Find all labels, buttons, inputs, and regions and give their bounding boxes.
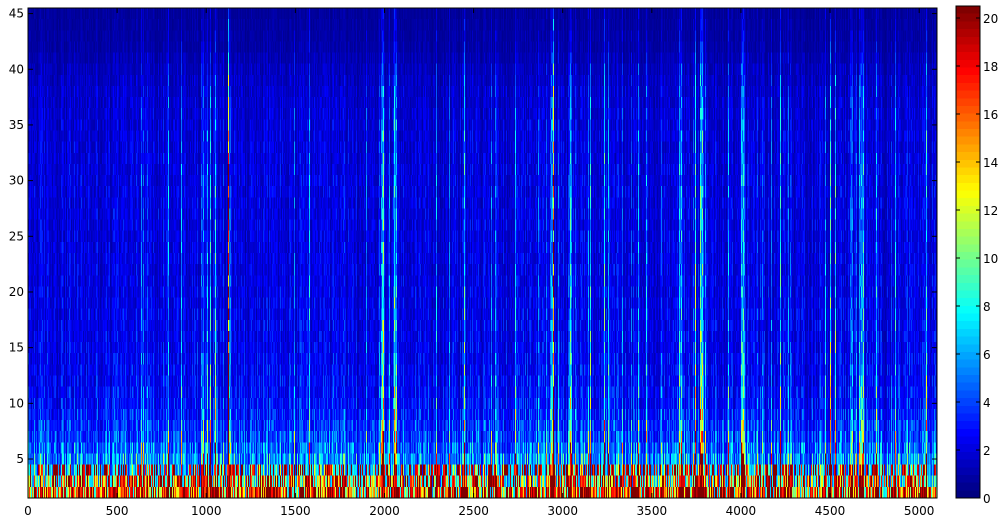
- x-tick-label: 2000: [369, 504, 400, 518]
- y-tick-label: 40: [9, 62, 24, 76]
- y-tick-label: 10: [9, 396, 24, 410]
- colorbar-tick-label: 12: [983, 204, 998, 218]
- colorbar-tick-label: 2: [983, 444, 991, 458]
- y-tick-label: 30: [9, 174, 24, 188]
- x-tick-label: 3500: [637, 504, 668, 518]
- colorbar-tick-label: 0: [983, 492, 991, 506]
- colorbar: 0 2 4 6 8 10 12 14 16 18 20: [955, 5, 998, 506]
- y-tick-label: 35: [9, 118, 24, 132]
- spectrogram-plot: [27, 7, 938, 499]
- x-tick-label: 1000: [191, 504, 222, 518]
- colorbar-tick-label: 6: [983, 348, 991, 362]
- y-tick-label: 5: [16, 452, 24, 466]
- x-tick-label: 4500: [815, 504, 846, 518]
- colorbar-frame: [955, 5, 981, 499]
- y-axis-ticks: 5 10 15 20 25 30 35 40 45: [9, 7, 937, 466]
- spectrogram-heatmap: [28, 8, 937, 498]
- x-tick-label: 4000: [726, 504, 757, 518]
- colorbar-gradient: [956, 6, 980, 498]
- y-tick-label: 25: [9, 229, 24, 243]
- y-tick-label: 20: [9, 285, 24, 299]
- x-tick-label: 2500: [458, 504, 489, 518]
- x-tick-label: 5000: [904, 504, 935, 518]
- colorbar-ticks: 0 2 4 6 8 10 12 14 16 18 20: [956, 12, 998, 506]
- plot-frame: [27, 7, 938, 499]
- x-axis-ticks: 0 500 1000 1500 2000 2500 3000 3500 4000 4500 5000: [24, 8, 934, 518]
- x-tick-label: 3000: [547, 504, 578, 518]
- x-tick-label: 500: [106, 504, 129, 518]
- colorbar-tick-label: 10: [983, 252, 998, 266]
- x-tick-label: 1500: [280, 504, 311, 518]
- colorbar-tick-label: 4: [983, 396, 991, 410]
- x-tick-label: 0: [24, 504, 32, 518]
- y-tick-label: 45: [9, 7, 24, 21]
- colorbar-tick-label: 18: [983, 60, 998, 74]
- colorbar-tick-label: 8: [983, 300, 991, 314]
- colorbar-tick-label: 20: [983, 12, 998, 26]
- y-tick-label: 15: [9, 341, 24, 355]
- colorbar-tick-label: 14: [983, 156, 998, 170]
- colorbar-tick-label: 16: [983, 108, 998, 122]
